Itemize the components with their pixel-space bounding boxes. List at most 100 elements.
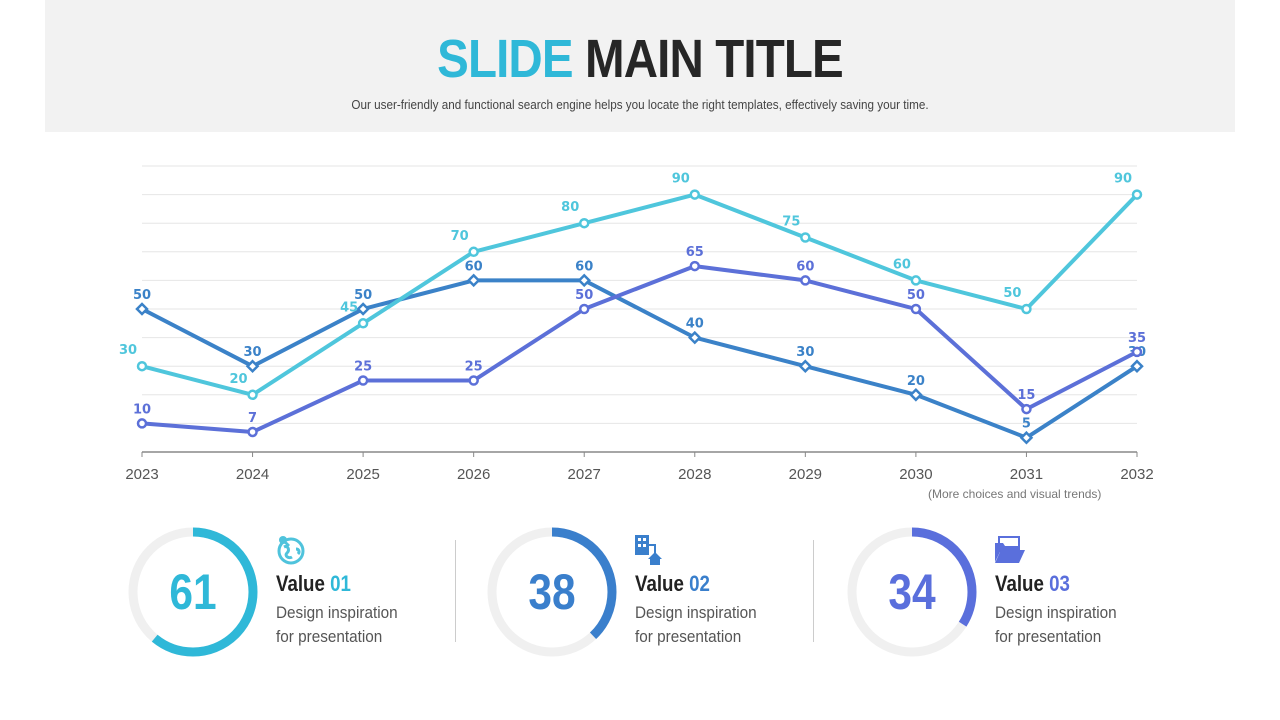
data-label: 25 <box>354 360 372 375</box>
data-point <box>578 217 590 229</box>
data-label: 60 <box>575 259 593 274</box>
data-point <box>1021 303 1032 315</box>
data-label: 80 <box>561 200 579 215</box>
data-label: 7 <box>248 411 257 426</box>
data-point <box>245 359 260 373</box>
value-number: 34 <box>888 564 936 620</box>
x-tick-label: 2032 <box>1120 466 1153 483</box>
value-label: Value <box>995 571 1044 596</box>
data-label: 20 <box>907 374 925 389</box>
data-label: 5 <box>1022 417 1031 432</box>
title-accent: SLIDE <box>437 29 573 89</box>
globe-pin-icon <box>277 536 305 565</box>
x-tick-label: 2031 <box>1010 466 1043 483</box>
progress-ring <box>487 527 617 657</box>
progress-ring <box>847 527 977 657</box>
data-label: 60 <box>893 257 911 272</box>
series-line-2 <box>141 192 1139 397</box>
data-label: 20 <box>230 372 248 387</box>
data-point <box>136 360 148 372</box>
data-label: 50 <box>575 288 593 303</box>
header: SLIDE MAIN TITLE Our user-friendly and f… <box>45 0 1235 132</box>
data-point <box>136 418 148 429</box>
data-label: 45 <box>340 300 358 315</box>
value-description: Design inspiration for presentation <box>995 601 1117 649</box>
data-label: 25 <box>465 360 483 375</box>
data-label: 30 <box>244 345 262 360</box>
desc-line-1: Design inspiration <box>635 603 757 622</box>
value-description: Design inspiration for presentation <box>276 601 398 649</box>
data-point <box>357 375 369 386</box>
data-label: 30 <box>119 343 137 358</box>
data-point <box>247 426 258 438</box>
data-point <box>1131 189 1143 200</box>
data-point <box>689 260 701 272</box>
data-point <box>1021 403 1032 415</box>
x-tick-label: 2030 <box>899 466 932 483</box>
data-point <box>910 303 922 315</box>
value-number: 38 <box>528 564 576 620</box>
buildings-home-icon <box>635 535 662 565</box>
value-description: Design inspiration for presentation <box>635 601 757 649</box>
value-title: Value 02 <box>635 571 710 597</box>
data-label: 75 <box>782 215 800 230</box>
data-label: 50 <box>354 288 372 303</box>
x-tick-label: 2028 <box>678 466 711 483</box>
desc-line-1: Design inspiration <box>276 603 398 622</box>
data-label: 40 <box>686 317 704 332</box>
divider <box>813 540 814 642</box>
value-card-3: 34 Value 03 Design inspiration for presen… <box>847 527 1187 657</box>
data-label: 60 <box>796 259 814 274</box>
data-label: 60 <box>465 259 483 274</box>
folder-icon <box>995 536 1025 563</box>
data-label: 10 <box>133 402 151 417</box>
series-line-1 <box>141 278 1139 440</box>
desc-line-2: for presentation <box>995 627 1102 646</box>
data-point <box>798 359 813 373</box>
chart-note: (More choices and visual trends) <box>928 487 1102 501</box>
data-point <box>1131 346 1143 358</box>
data-point <box>357 318 369 329</box>
data-point <box>688 330 702 345</box>
data-point <box>800 232 811 243</box>
data-label: 65 <box>686 245 704 260</box>
data-label: 15 <box>1017 388 1035 403</box>
value-number: 61 <box>169 564 217 620</box>
subtitle: Our user-friendly and functional search … <box>351 97 929 112</box>
data-point <box>689 189 701 200</box>
title-rest: MAIN TITLE <box>585 29 844 89</box>
data-label: 30 <box>796 345 814 360</box>
data-label: 35 <box>1128 331 1146 346</box>
data-point <box>910 275 922 286</box>
data-point <box>577 273 591 288</box>
value-card-1: 61 Value 01 Design inspiration for presen… <box>128 527 468 657</box>
value-label: Value <box>276 571 325 596</box>
data-point <box>1019 430 1034 445</box>
data-point <box>466 273 481 288</box>
data-label: 50 <box>1003 286 1021 301</box>
data-point <box>135 302 149 316</box>
data-point <box>578 303 590 315</box>
data-label: 90 <box>1114 172 1132 187</box>
data-label: 70 <box>451 229 469 244</box>
value-index: 02 <box>689 571 710 596</box>
progress-ring <box>128 527 258 657</box>
divider <box>455 540 456 642</box>
data-label: 90 <box>672 172 690 187</box>
series-line-3 <box>141 264 1138 434</box>
data-point <box>247 389 258 401</box>
desc-line-2: for presentation <box>276 627 383 646</box>
value-title: Value 01 <box>276 571 351 597</box>
data-label: 50 <box>907 288 925 303</box>
x-tick-label: 2025 <box>346 466 379 483</box>
x-tick-label: 2026 <box>457 466 490 483</box>
x-tick-label: 2023 <box>125 466 158 483</box>
value-title: Value 03 <box>995 571 1070 597</box>
data-point <box>800 275 811 286</box>
desc-line-1: Design inspiration <box>995 603 1117 622</box>
data-point <box>356 302 370 316</box>
data-label: 50 <box>133 288 151 303</box>
value-index: 01 <box>330 571 351 596</box>
x-tick-label: 2027 <box>568 466 601 483</box>
value-card-2: 38 Value 02 Design inspiration for presen… <box>487 527 827 657</box>
